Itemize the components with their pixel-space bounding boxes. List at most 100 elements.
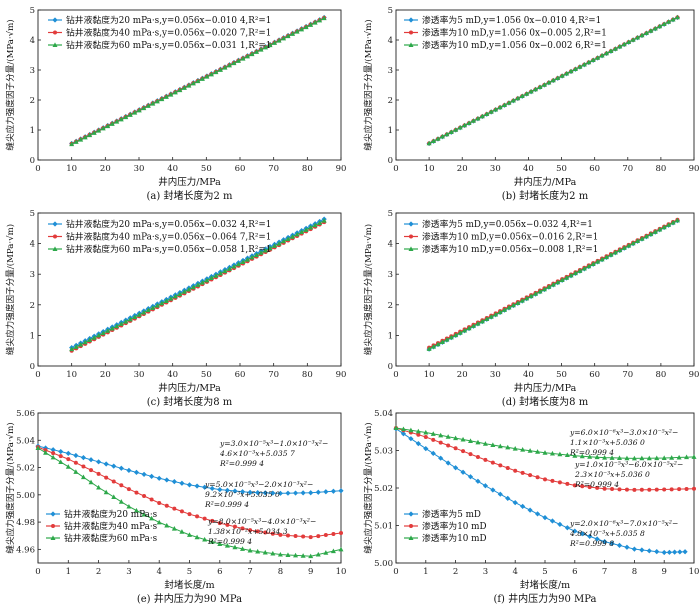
data-point: [186, 286, 192, 292]
data-point: [468, 438, 473, 443]
data-point: [684, 454, 690, 460]
x-tick-label: 60: [589, 370, 600, 380]
data-point: [512, 500, 518, 506]
data-point: [35, 445, 41, 451]
data-point: [528, 88, 534, 94]
legend-label: 渗透率为5 mD: [422, 508, 481, 520]
data-point: [80, 454, 87, 461]
data-point: [195, 282, 201, 287]
data-point: [654, 487, 659, 492]
fit-equation-line: y=1.0×10⁻⁵x³−6.0×10⁻⁵x²−: [574, 460, 683, 469]
legend-marker: [408, 17, 414, 23]
data-point: [312, 222, 318, 228]
data-point: [621, 41, 627, 47]
data-point: [157, 501, 162, 505]
data-point: [612, 249, 618, 255]
data-point: [145, 307, 151, 313]
data-point: [315, 551, 321, 557]
data-point: [245, 257, 251, 262]
y-tick-label: 0: [388, 156, 393, 166]
data-point: [498, 463, 503, 468]
data-point: [118, 116, 124, 122]
data-point: [179, 509, 184, 514]
data-point: [677, 549, 683, 555]
data-point: [559, 277, 565, 283]
data-point: [127, 112, 133, 117]
data-point: [190, 284, 196, 290]
data-point: [580, 484, 585, 489]
data-point: [661, 455, 667, 460]
data-point: [533, 291, 539, 296]
data-point: [466, 120, 472, 126]
chart-panel-e: 0 1 2 3 4 5 6 7 8 9 10 4.96 4.98 5.00 5.02 5.04 5.06 封堵长度…: [4, 409, 346, 605]
x-tick-label: 8: [278, 567, 283, 577]
data-point: [225, 522, 230, 527]
data-point: [330, 548, 336, 554]
data-point: [172, 293, 178, 299]
data-point: [513, 468, 518, 473]
fit-equation-line: 2.3×10⁻³x+5.036 0: [574, 470, 650, 479]
legend-label: 钻井液黏度为20 mPa·s: [64, 508, 158, 520]
data-point: [505, 466, 510, 471]
data-point: [624, 455, 630, 461]
data-point: [258, 250, 264, 255]
data-point: [490, 442, 496, 447]
data-point: [515, 300, 521, 305]
data-point: [285, 533, 290, 538]
data-point: [581, 265, 587, 271]
data-point: [150, 305, 156, 310]
data-point: [100, 330, 106, 336]
legend-label: 钻井液黏度为60 mPa·s,y=0.056x−0.031 1,R²=1: [66, 39, 271, 51]
data-point: [484, 316, 490, 322]
x-tick-label: 90: [689, 370, 700, 380]
data-point: [497, 309, 503, 315]
data-point: [669, 487, 674, 492]
data-point: [537, 288, 543, 294]
x-tick-label: 0: [393, 370, 398, 380]
data-point: [630, 37, 636, 42]
x-tick-label: 40: [167, 164, 178, 174]
data-point: [126, 487, 131, 492]
data-point: [232, 488, 238, 494]
x-tick-label: 0: [393, 164, 398, 174]
data-point: [217, 270, 223, 276]
data-point: [127, 316, 133, 322]
data-point: [488, 109, 494, 114]
data-point: [426, 140, 432, 146]
data-point: [666, 19, 672, 24]
data-point: [103, 489, 109, 495]
x-tick-label: 0: [393, 567, 398, 577]
x-tick-label: 6: [217, 567, 222, 577]
data-point: [431, 437, 436, 442]
x-tick-label: 1: [66, 567, 71, 577]
data-point: [559, 73, 565, 78]
data-point: [594, 536, 600, 542]
data-point: [630, 240, 636, 246]
data-point: [270, 490, 276, 496]
data-point: [323, 533, 328, 538]
fit-equation-line: y=8.0×10⁻⁵x³−4.0×10⁻³x²−: [207, 517, 316, 526]
data-point: [255, 529, 260, 534]
data-point: [249, 51, 255, 57]
data-point: [164, 477, 170, 483]
x-tick-label: 20: [457, 370, 468, 380]
data-point: [669, 455, 675, 460]
x-tick-label: 3: [126, 567, 131, 577]
x-tick-label: 50: [556, 370, 567, 380]
data-point: [213, 273, 219, 278]
fit-equation-line: 1.1×10⁻³x+5.036 0: [570, 438, 645, 447]
data-point: [78, 341, 84, 347]
y-tick-label: 4.98: [16, 518, 35, 528]
panel-caption: (c) 封堵长度为8 m: [147, 395, 233, 408]
data-point: [430, 450, 436, 457]
data-point: [202, 484, 208, 490]
x-tick-label: 4: [156, 567, 161, 577]
x-tick-label: 30: [490, 370, 501, 380]
data-point: [572, 528, 578, 534]
data-point: [262, 490, 268, 496]
data-point: [240, 546, 246, 551]
plot-frame: [37, 9, 342, 161]
x-tick-label: 10: [66, 370, 77, 380]
legend-label: 钻井液黏度为40 mPa·s,y=0.056x−0.020 7,R²=1: [66, 27, 271, 39]
data-point: [497, 491, 503, 497]
